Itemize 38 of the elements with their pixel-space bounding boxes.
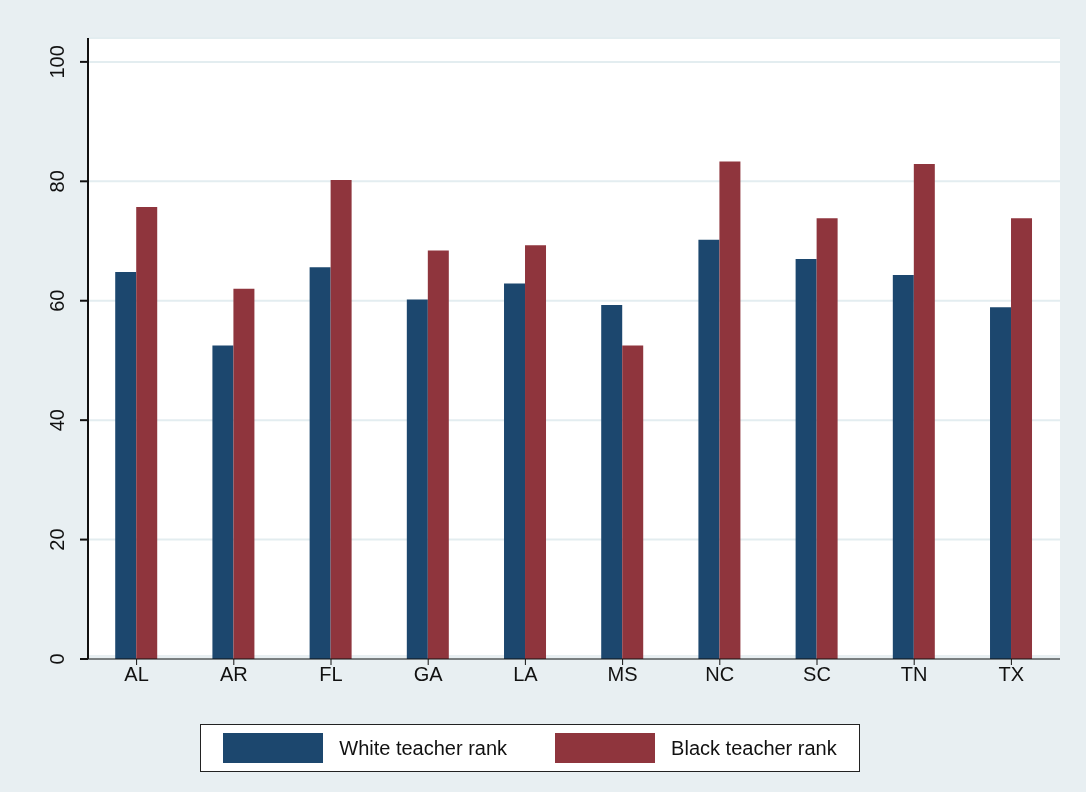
bar [406, 299, 428, 659]
y-tick-label: 100 [46, 45, 68, 79]
bar [309, 267, 331, 659]
x-tick-label: AR [219, 663, 248, 686]
x-tick-label: SC [803, 663, 831, 686]
bar [990, 307, 1012, 659]
bar [795, 258, 817, 659]
bar [601, 304, 623, 659]
bar [233, 288, 255, 659]
legend-label: Black teacher rank [671, 736, 837, 760]
bar [892, 275, 914, 659]
bar [427, 250, 449, 659]
bar [913, 163, 935, 659]
bar [136, 206, 158, 659]
bar [330, 180, 352, 659]
x-tick-label: GA [413, 663, 444, 686]
bar [719, 161, 741, 659]
y-tick-label: 80 [46, 170, 68, 193]
x-tick-label: AL [124, 663, 149, 686]
x-tick-label: LA [513, 663, 539, 686]
x-tick-label: TX [998, 663, 1025, 686]
y-tick-label: 60 [46, 289, 68, 312]
bar [622, 345, 644, 659]
x-tick-label: MS [607, 663, 638, 686]
legend-label: White teacher rank [339, 736, 508, 760]
x-tick-label: NC [705, 663, 735, 686]
bar [525, 245, 547, 659]
bar [698, 239, 720, 659]
bar [212, 345, 234, 659]
bar [115, 272, 137, 659]
bar [816, 218, 838, 659]
x-tick-label: TN [900, 663, 928, 686]
y-tick-label: 0 [46, 653, 68, 665]
bar [504, 283, 526, 659]
y-tick-label: 40 [46, 409, 68, 432]
bar [1011, 218, 1033, 659]
x-tick-label: FL [319, 663, 343, 686]
y-tick-label: 20 [46, 528, 68, 551]
